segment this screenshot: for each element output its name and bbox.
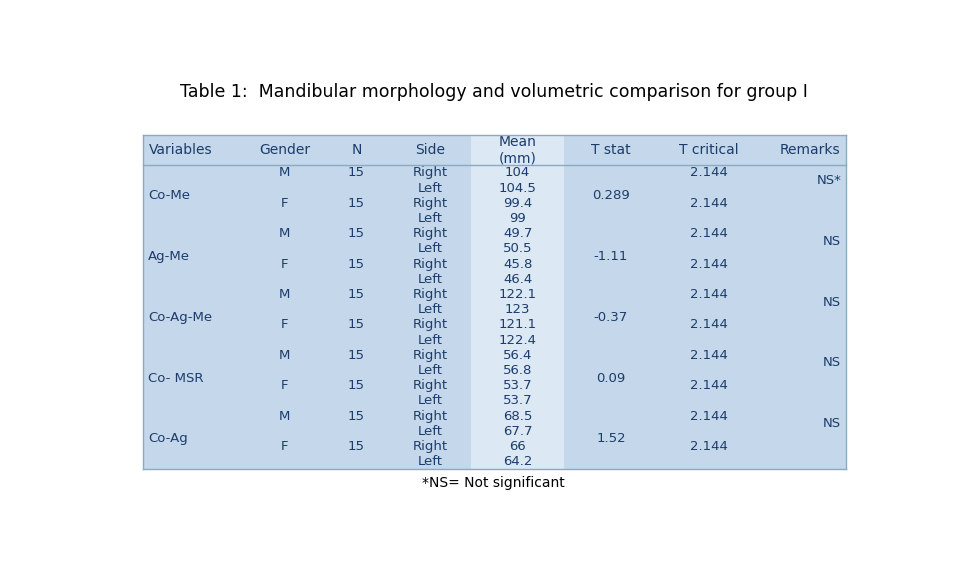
- Text: F: F: [280, 197, 288, 210]
- Text: Side: Side: [415, 143, 445, 157]
- Text: 15: 15: [348, 166, 365, 179]
- Text: M: M: [278, 288, 290, 301]
- Text: Right: Right: [412, 440, 448, 453]
- Text: -1.11: -1.11: [594, 250, 628, 263]
- Text: Right: Right: [412, 380, 448, 393]
- Text: 15: 15: [348, 319, 365, 332]
- Text: Left: Left: [417, 303, 442, 316]
- Text: M: M: [278, 166, 290, 179]
- Text: Table 1:  Mandibular morphology and volumetric comparison for group I: Table 1: Mandibular morphology and volum…: [180, 83, 807, 101]
- Text: *NS= Not significant: *NS= Not significant: [422, 476, 565, 490]
- FancyBboxPatch shape: [143, 135, 846, 469]
- Text: Co-Ag: Co-Ag: [148, 433, 188, 446]
- Text: 15: 15: [348, 380, 365, 393]
- Text: F: F: [280, 258, 288, 271]
- Text: 0.289: 0.289: [592, 190, 630, 202]
- Text: 123: 123: [505, 303, 531, 316]
- Text: 2.144: 2.144: [690, 319, 727, 332]
- Text: Left: Left: [417, 182, 442, 195]
- Text: Left: Left: [417, 394, 442, 407]
- Text: 2.144: 2.144: [690, 197, 727, 210]
- Text: 2.144: 2.144: [690, 349, 727, 362]
- Text: NS: NS: [823, 296, 842, 309]
- Text: F: F: [280, 319, 288, 332]
- Text: Co-Me: Co-Me: [148, 190, 190, 202]
- Text: 15: 15: [348, 440, 365, 453]
- Text: 99: 99: [509, 212, 526, 225]
- Text: 68.5: 68.5: [503, 409, 533, 422]
- Text: 122.1: 122.1: [499, 288, 536, 301]
- Text: M: M: [278, 409, 290, 422]
- Text: T critical: T critical: [679, 143, 739, 157]
- Text: T stat: T stat: [591, 143, 631, 157]
- Text: -0.37: -0.37: [594, 311, 628, 324]
- Text: 2.144: 2.144: [690, 288, 727, 301]
- Text: M: M: [278, 349, 290, 362]
- Text: 66: 66: [509, 440, 526, 453]
- Text: 50.5: 50.5: [503, 243, 533, 255]
- Text: 2.144: 2.144: [690, 440, 727, 453]
- Text: F: F: [280, 440, 288, 453]
- Text: 56.8: 56.8: [503, 364, 533, 377]
- Text: Left: Left: [417, 212, 442, 225]
- Text: 15: 15: [348, 197, 365, 210]
- Text: Right: Right: [412, 319, 448, 332]
- Text: Left: Left: [417, 334, 442, 347]
- Text: Co- MSR: Co- MSR: [148, 372, 203, 385]
- Text: 49.7: 49.7: [503, 227, 533, 240]
- Text: Right: Right: [412, 409, 448, 422]
- Text: F: F: [280, 380, 288, 393]
- Text: 2.144: 2.144: [690, 166, 727, 179]
- Text: 121.1: 121.1: [499, 319, 536, 332]
- Text: Right: Right: [412, 288, 448, 301]
- Text: Mean
(mm): Mean (mm): [499, 135, 536, 165]
- Text: Right: Right: [412, 258, 448, 271]
- Text: 104.5: 104.5: [499, 182, 536, 195]
- Text: 56.4: 56.4: [503, 349, 533, 362]
- Text: 122.4: 122.4: [499, 334, 536, 347]
- Text: Left: Left: [417, 273, 442, 286]
- Text: 2.144: 2.144: [690, 227, 727, 240]
- Text: Remarks: Remarks: [779, 143, 840, 157]
- Text: NS: NS: [823, 235, 842, 248]
- Text: Gender: Gender: [259, 143, 310, 157]
- Text: 45.8: 45.8: [503, 258, 533, 271]
- Text: Right: Right: [412, 349, 448, 362]
- Text: 2.144: 2.144: [690, 409, 727, 422]
- Text: M: M: [278, 227, 290, 240]
- Text: 2.144: 2.144: [690, 380, 727, 393]
- Text: 15: 15: [348, 288, 365, 301]
- Text: Left: Left: [417, 455, 442, 468]
- Text: Right: Right: [412, 166, 448, 179]
- Text: Left: Left: [417, 425, 442, 438]
- Text: Variables: Variables: [148, 143, 213, 157]
- Text: 64.2: 64.2: [503, 455, 533, 468]
- Text: 1.52: 1.52: [596, 433, 626, 446]
- Text: Co-Ag-Me: Co-Ag-Me: [148, 311, 212, 324]
- Text: 2.144: 2.144: [690, 258, 727, 271]
- Text: 46.4: 46.4: [503, 273, 533, 286]
- FancyBboxPatch shape: [471, 135, 564, 469]
- Text: 0.09: 0.09: [596, 372, 626, 385]
- Text: Left: Left: [417, 243, 442, 255]
- Text: 67.7: 67.7: [503, 425, 533, 438]
- Text: Right: Right: [412, 227, 448, 240]
- Text: 15: 15: [348, 258, 365, 271]
- Text: N: N: [351, 143, 362, 157]
- Text: NS*: NS*: [817, 174, 842, 187]
- Text: 53.7: 53.7: [503, 394, 533, 407]
- Text: 15: 15: [348, 227, 365, 240]
- Text: 15: 15: [348, 409, 365, 422]
- Text: 104: 104: [505, 166, 531, 179]
- Text: 15: 15: [348, 349, 365, 362]
- Text: 99.4: 99.4: [503, 197, 533, 210]
- Text: Left: Left: [417, 364, 442, 377]
- Text: NS: NS: [823, 356, 842, 369]
- Text: 53.7: 53.7: [503, 380, 533, 393]
- Text: Ag-Me: Ag-Me: [148, 250, 190, 263]
- Text: Right: Right: [412, 197, 448, 210]
- Text: NS: NS: [823, 417, 842, 430]
